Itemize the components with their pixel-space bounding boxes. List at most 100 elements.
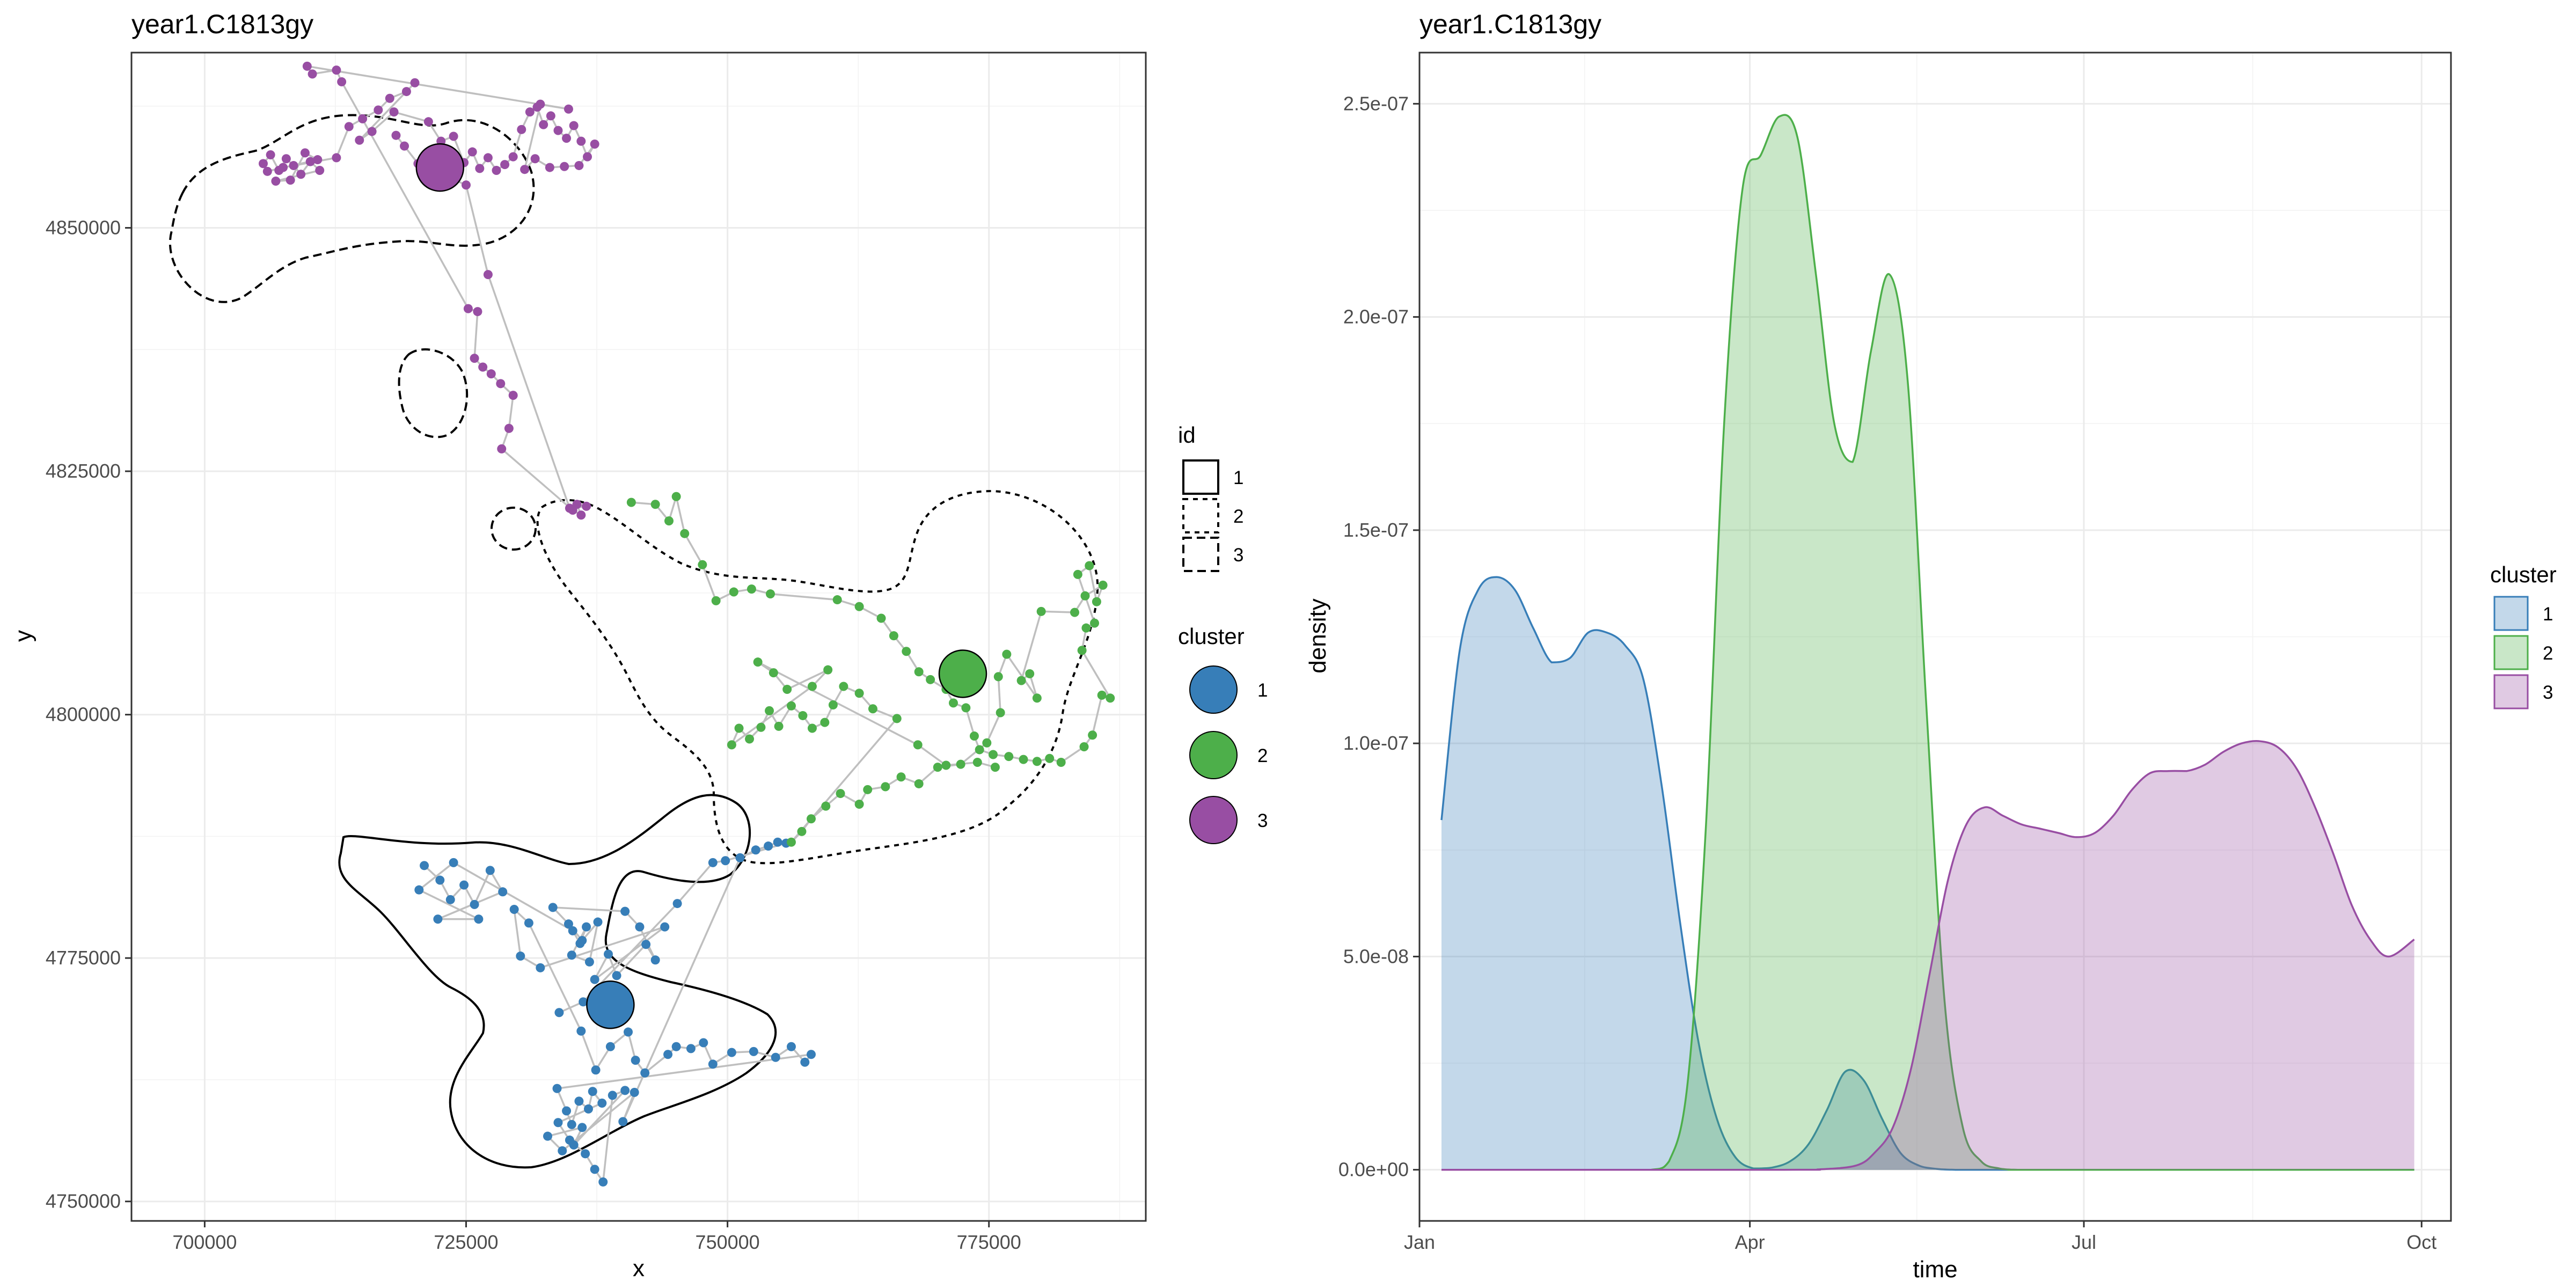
spatial-y-tick-label: 4800000: [46, 704, 121, 726]
gps-point-cluster-2: [854, 602, 864, 611]
gps-point-cluster-2: [902, 647, 911, 656]
gps-point-cluster-3: [473, 307, 482, 317]
gps-point-cluster-1: [751, 845, 760, 855]
gps-point-cluster-1: [567, 950, 576, 960]
gps-point-cluster-1: [806, 1050, 816, 1059]
gps-point-cluster-1: [445, 895, 455, 904]
gps-point-cluster-1: [635, 922, 645, 932]
gps-point-cluster-1: [749, 1046, 758, 1056]
gps-point-cluster-2: [1085, 561, 1094, 570]
gps-point-cluster-1: [764, 841, 773, 851]
gps-point-cluster-1: [650, 955, 660, 965]
gps-point-cluster-2: [863, 785, 873, 794]
spatial-y-tick-label: 4825000: [46, 460, 121, 482]
spatial-y-tick-label: 4750000: [46, 1190, 121, 1212]
density-chart-title: year1.C1813gy: [1419, 9, 1601, 39]
spatial-x-tick-label: 725000: [434, 1231, 498, 1253]
gps-point-cluster-1: [564, 919, 573, 929]
gps-point-cluster-1: [543, 1131, 552, 1141]
gps-point-cluster-3: [332, 65, 341, 75]
density-x-axis: Jan Apr Jul Oct: [1404, 1221, 2436, 1253]
gps-point-cluster-3: [565, 503, 574, 513]
gps-point-cluster-2: [650, 500, 660, 509]
cluster-legend-density-label-2: 2: [2543, 643, 2553, 664]
gps-point-cluster-2: [941, 760, 951, 770]
density-y-tick-label: 2.0e-07: [1343, 306, 1409, 328]
gps-point-cluster-1: [612, 971, 621, 980]
gps-point-cluster-2: [626, 497, 636, 507]
gps-point-cluster-1: [459, 880, 469, 890]
gps-points: [259, 61, 1115, 1187]
gps-point-cluster-2: [1077, 646, 1087, 655]
cluster-legend-spatial-key-2: [1189, 731, 1238, 779]
id-legend-title: id: [1178, 422, 1196, 448]
gps-point-cluster-1: [663, 1050, 673, 1059]
gps-point-cluster-2: [990, 763, 1000, 772]
gps-point-cluster-3: [576, 136, 586, 146]
gps-point-cluster-1: [708, 1059, 718, 1069]
gps-point-cluster-1: [708, 858, 718, 867]
gps-point-cluster-3: [546, 111, 555, 121]
density-area-cluster-2: [1441, 115, 2414, 1170]
gps-point-cluster-1: [554, 1008, 564, 1018]
density-y-tick-label: 2.5e-07: [1343, 92, 1409, 114]
gps-point-cluster-3: [355, 135, 364, 145]
gps-point-cluster-1: [435, 875, 445, 885]
gps-point-cluster-2: [734, 723, 744, 733]
gps-point-cluster-1: [597, 1098, 607, 1108]
spatial-chart-title: year1.C1813gy: [131, 9, 313, 39]
gps-point-cluster-2: [807, 682, 817, 691]
spatial-y-axis: 4750000 4775000 4800000 4825000 4850000: [46, 217, 131, 1212]
gps-point-cluster-2: [1073, 569, 1082, 579]
spatial-x-tick-label: 775000: [957, 1231, 1021, 1253]
cluster-legend-spatial-key-1: [1189, 665, 1238, 714]
gps-point-cluster-2: [1019, 755, 1028, 764]
density-chart: year1.C1813gy Jan Apr Jul Oct 0.0e+00 5.0e-0…: [1305, 9, 2452, 1283]
gps-point-cluster-3: [520, 165, 530, 174]
centroid-cluster-2: [938, 649, 987, 698]
gps-point-cluster-3: [337, 77, 347, 86]
cluster-legend-density-title: cluster: [2490, 562, 2557, 587]
gps-point-cluster-1: [620, 1086, 630, 1095]
gps-point-cluster-1: [591, 1065, 601, 1075]
gps-point-cluster-3: [423, 117, 433, 127]
cluster-legend-density-key-3: [2493, 674, 2529, 709]
gps-point-cluster-2: [1079, 742, 1089, 752]
density-line-cluster-1: [1440, 576, 2414, 1171]
gps-point-cluster-1: [524, 918, 533, 928]
gps-point-cluster-1: [569, 1140, 579, 1150]
cluster-centroids: [415, 143, 987, 1029]
gps-point-cluster-2: [1090, 618, 1100, 628]
density-x-tick-label: Apr: [1735, 1231, 1765, 1253]
spatial-x-tick-label: 700000: [172, 1231, 237, 1253]
gps-point-cluster-2: [1032, 757, 1042, 766]
gps-point-cluster-2: [1056, 758, 1066, 767]
cluster-legend-density-label-1: 1: [2543, 604, 2553, 625]
gps-point-cluster-1: [588, 1087, 597, 1096]
gps-point-cluster-1: [605, 1042, 615, 1051]
gps-point-cluster-2: [975, 745, 984, 755]
density-area-cluster-3: [1441, 741, 2414, 1170]
gps-point-cluster-2: [969, 731, 979, 741]
home-range-contour-3-middle: [398, 348, 469, 438]
gps-point-cluster-1: [553, 1118, 563, 1128]
gps-point-cluster-2: [1097, 690, 1107, 700]
gps-point-cluster-1: [562, 1106, 572, 1116]
gps-point-cluster-2: [933, 763, 942, 772]
id-legend-key-3: [1182, 537, 1219, 572]
home-range-contour-3-south: [491, 507, 537, 551]
centroid-cluster-1: [586, 980, 635, 1029]
gps-point-cluster-3: [590, 140, 599, 149]
gps-point-cluster-3: [400, 141, 409, 151]
gps-point-cluster-2: [854, 689, 864, 698]
gps-point-cluster-3: [305, 157, 315, 166]
gps-point-cluster-1: [576, 1026, 586, 1036]
gps-point-cluster-1: [433, 914, 443, 924]
gps-point-cluster-3: [530, 154, 540, 164]
gps-point-cluster-3: [583, 152, 592, 162]
gps-point-cluster-2: [680, 529, 690, 538]
gps-point-cluster-3: [401, 87, 411, 97]
gps-point-cluster-2: [753, 657, 763, 667]
gps-point-cluster-1: [620, 906, 630, 916]
gps-point-cluster-1: [558, 1146, 567, 1155]
